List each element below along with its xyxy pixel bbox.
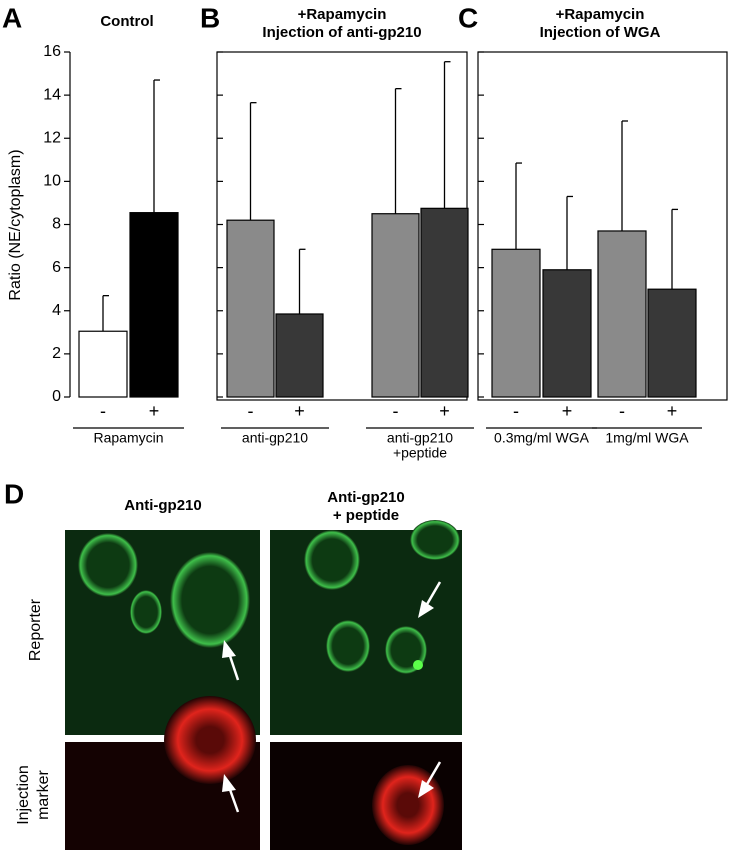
group-label: Rapamycin xyxy=(93,430,163,446)
y-tick-label: 6 xyxy=(52,259,61,276)
bar xyxy=(542,269,592,398)
row-header: Reporter xyxy=(27,598,44,661)
bar xyxy=(275,313,324,398)
group-label: anti-gp210 xyxy=(387,430,453,446)
y-tick-label: 10 xyxy=(43,173,61,190)
x-tick-label: - xyxy=(100,401,106,421)
x-tick-label: + xyxy=(439,401,450,421)
panel-letter: C xyxy=(458,2,478,33)
group-label: +peptide xyxy=(393,445,447,461)
micrograph xyxy=(270,520,462,735)
chart-title: +Rapamycin xyxy=(298,6,387,23)
x-tick-label: + xyxy=(667,401,678,421)
group-label: 1mg/ml WGA xyxy=(605,430,689,446)
x-tick-label: - xyxy=(513,401,519,421)
panel-letter: B xyxy=(200,2,220,33)
bar xyxy=(78,330,128,398)
row-header: marker xyxy=(35,769,52,819)
bar xyxy=(226,219,275,398)
frame xyxy=(477,51,728,401)
chart-title: Control xyxy=(100,13,153,30)
group-label: 0.3mg/ml WGA xyxy=(494,430,590,446)
x-tick-label: - xyxy=(393,401,399,421)
micrograph xyxy=(65,696,260,850)
y-tick-label: 4 xyxy=(52,302,61,319)
y-tick-label: 16 xyxy=(43,43,61,60)
y-tick-label: 0 xyxy=(52,388,61,405)
bar xyxy=(491,248,541,398)
x-tick-label: - xyxy=(619,401,625,421)
column-header: Anti-gp210 xyxy=(327,489,405,506)
bar xyxy=(371,213,420,398)
group-label: anti-gp210 xyxy=(242,430,308,446)
bar xyxy=(129,212,179,398)
micrograph xyxy=(65,530,260,735)
y-tick-label: 12 xyxy=(43,129,61,146)
panel-letter: A xyxy=(2,2,22,33)
x-tick-label: - xyxy=(248,401,254,421)
chart-title: +Rapamycin xyxy=(556,6,645,23)
bar xyxy=(597,230,647,398)
column-header: Anti-gp210 xyxy=(124,497,202,514)
chart-title: Injection of anti-gp210 xyxy=(262,24,421,41)
micrograph xyxy=(270,742,462,850)
x-tick-label: + xyxy=(562,401,573,421)
x-tick-label: + xyxy=(149,401,160,421)
y-tick-label: 8 xyxy=(52,216,61,233)
bar xyxy=(420,207,469,398)
row-header: Injection xyxy=(15,765,32,825)
chart-title: Injection of WGA xyxy=(540,24,661,41)
y-tick-label: 14 xyxy=(43,86,61,103)
panel-letter: D xyxy=(4,478,24,509)
column-header: + peptide xyxy=(333,507,399,524)
y-tick-label: 2 xyxy=(52,345,61,362)
x-tick-label: + xyxy=(294,401,305,421)
bar xyxy=(647,288,697,398)
y-axis-label: Ratio (NE/cytoplasm) xyxy=(7,149,24,300)
